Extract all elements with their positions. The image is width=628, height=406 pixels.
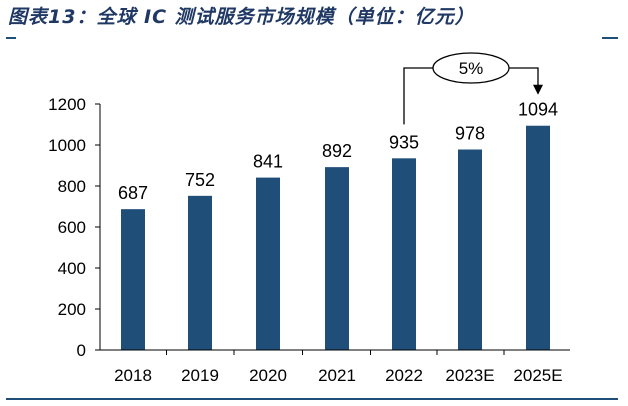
data-label-2023E: 978: [455, 124, 485, 144]
data-label-2022: 935: [389, 132, 419, 152]
x-tick-label-2025E: 2025E: [513, 366, 562, 385]
y-tick-label: 0: [77, 341, 86, 360]
y-tick-label: 1200: [48, 95, 86, 114]
chart-title: 图表13：全球 IC 测试服务市场规模（单位：亿元）: [8, 6, 475, 28]
x-tick-label-2018: 2018: [114, 366, 152, 385]
bar-2020: [256, 177, 280, 350]
x-tick-label-2020: 2020: [249, 366, 287, 385]
y-tick-label: 1000: [48, 136, 86, 155]
data-label-2025E: 1094: [518, 100, 558, 120]
data-label-2021: 892: [322, 141, 352, 161]
title-rule-left: [6, 37, 16, 39]
growth-label: 5%: [459, 59, 484, 78]
data-label-2020: 841: [253, 152, 283, 172]
x-tick-label-2021: 2021: [318, 366, 356, 385]
title-rule-right: [602, 37, 618, 39]
y-tick-label: 800: [58, 177, 86, 196]
data-label-2019: 752: [185, 170, 215, 190]
bar-2022: [392, 158, 416, 350]
x-tick-label-2022: 2022: [385, 366, 423, 385]
bar-2019: [188, 195, 212, 350]
bar-2018: [121, 209, 145, 350]
bar-2025E: [526, 125, 550, 350]
y-tick-label: 600: [58, 218, 86, 237]
bar-2021: [325, 167, 349, 350]
y-tick-label: 200: [58, 300, 86, 319]
x-tick-label-2023E: 2023E: [445, 366, 494, 385]
x-tick-label-2019: 2019: [181, 366, 219, 385]
bottom-rule: [6, 398, 618, 400]
data-label-2018: 687: [118, 183, 148, 203]
growth-oval: [432, 52, 510, 84]
bar-2023E: [458, 149, 482, 350]
y-tick-label: 400: [58, 259, 86, 278]
